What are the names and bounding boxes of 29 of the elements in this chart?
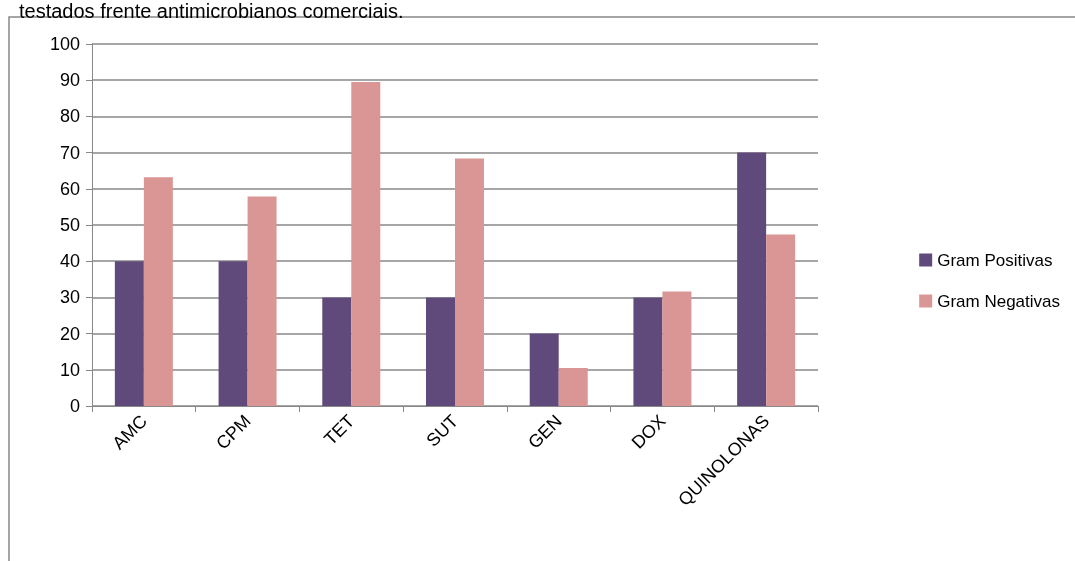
bar <box>247 196 277 406</box>
y-tick-label: 100 <box>49 34 80 54</box>
y-tick-label: 40 <box>59 251 80 272</box>
bar <box>737 152 767 406</box>
y-tick-label: 0 <box>69 396 80 416</box>
bar <box>529 333 559 406</box>
y-tick-label: 90 <box>59 70 80 91</box>
bar <box>455 158 484 406</box>
bar <box>322 297 352 406</box>
bar <box>143 177 173 406</box>
y-tick-label: 60 <box>59 178 80 199</box>
y-tick-label: 70 <box>59 142 80 163</box>
bar <box>114 261 144 406</box>
bar <box>766 234 796 406</box>
bar <box>351 82 381 406</box>
legend-label: Gram Positivas <box>937 250 1053 270</box>
y-tick-label: 10 <box>59 359 80 380</box>
legend-label: Gram Negativas <box>937 291 1061 311</box>
bar <box>426 297 455 406</box>
bar <box>633 297 663 406</box>
y-tick-label: 80 <box>59 106 80 127</box>
bar <box>218 261 248 406</box>
bar <box>662 291 692 406</box>
x-tick-label: TET <box>320 410 359 450</box>
y-tick-label: 30 <box>59 287 80 308</box>
bar <box>558 367 588 406</box>
y-tick-label: 50 <box>59 215 80 235</box>
chart-title: testados frente antimicrobianos comerciais. <box>19 0 404 22</box>
y-tick-label: 20 <box>59 323 80 344</box>
